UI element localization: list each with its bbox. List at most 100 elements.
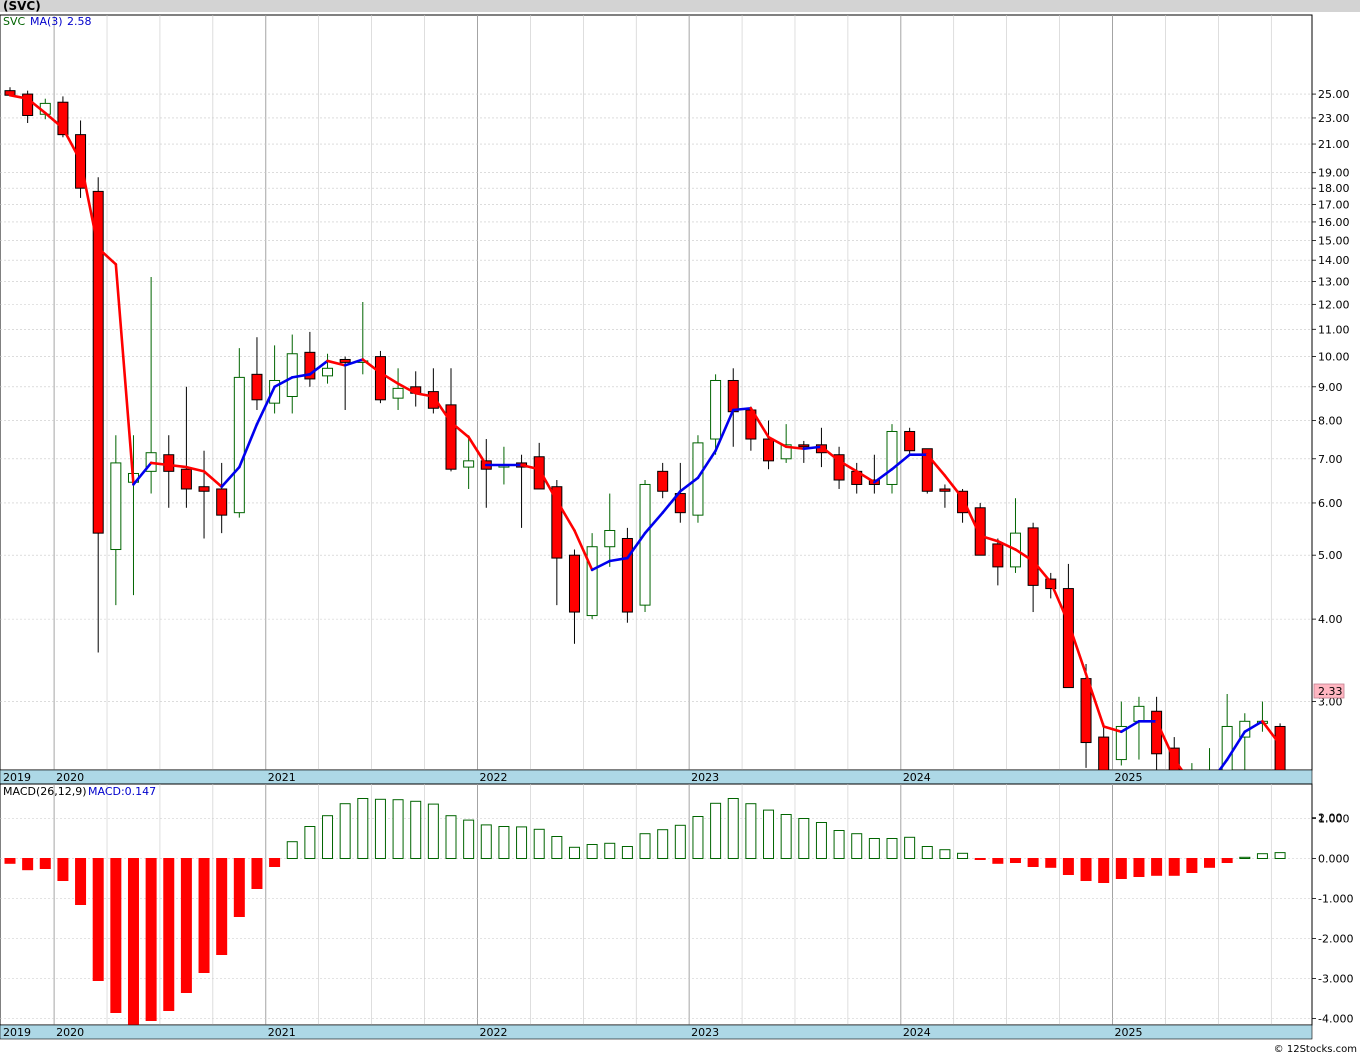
price-y-tick-label: 4.00 bbox=[1318, 613, 1343, 626]
ma3-segment bbox=[1120, 720, 1141, 734]
candle-body bbox=[727, 379, 739, 413]
candle-body bbox=[604, 529, 616, 548]
candle bbox=[463, 435, 475, 489]
candle-body bbox=[780, 444, 792, 460]
candle bbox=[586, 533, 598, 620]
macd-bar bbox=[851, 833, 863, 860]
macd-bar bbox=[551, 836, 563, 859]
ma3-segment bbox=[890, 453, 911, 471]
ma3-line bbox=[8, 93, 1282, 786]
candle-body bbox=[304, 351, 316, 380]
date-label: 2019 bbox=[3, 771, 31, 784]
macd-bar bbox=[710, 802, 722, 859]
macd-bar bbox=[498, 826, 510, 859]
ma3-segment bbox=[326, 359, 347, 367]
macd-bar bbox=[357, 798, 369, 859]
macd-bar bbox=[322, 815, 334, 860]
candle-body bbox=[992, 543, 1004, 568]
ma3-segment bbox=[643, 511, 664, 535]
macd-y-tick-label: 0.000 bbox=[1318, 853, 1350, 866]
macd-bar bbox=[304, 826, 316, 859]
ma-value: 2.58 bbox=[67, 15, 92, 28]
macd-bar bbox=[1239, 856, 1251, 859]
ma3-segment bbox=[396, 382, 418, 395]
macd-y-tick-label: -4.000 bbox=[1318, 1013, 1353, 1026]
ma3-segment bbox=[961, 496, 982, 538]
ma3-segment bbox=[43, 111, 65, 130]
date-label: 2023 bbox=[691, 1026, 719, 1039]
macd-bar bbox=[957, 852, 969, 859]
candle bbox=[763, 420, 775, 470]
candle-body bbox=[1133, 705, 1145, 722]
ma3-segment bbox=[361, 358, 382, 375]
macd-bar bbox=[1151, 858, 1163, 876]
macd-bar bbox=[4, 858, 16, 864]
macd-bar bbox=[586, 844, 598, 859]
ma3-segment bbox=[414, 391, 435, 398]
ma3-segment bbox=[537, 467, 559, 502]
macd-bar bbox=[1204, 858, 1216, 868]
candle bbox=[304, 331, 316, 387]
macd-bar bbox=[1045, 858, 1057, 868]
candle bbox=[992, 538, 1004, 586]
candle bbox=[798, 440, 810, 463]
macd-bar bbox=[621, 846, 633, 859]
candle bbox=[1115, 701, 1127, 766]
ma3-segment bbox=[1014, 548, 1035, 563]
date-label: 2022 bbox=[479, 1026, 507, 1039]
price-y-tick-label: 25.00 bbox=[1318, 88, 1350, 101]
candle-body bbox=[163, 454, 175, 472]
macd-bar bbox=[127, 858, 139, 1027]
ma3-segment bbox=[185, 465, 206, 473]
ma-label: MA(3) bbox=[30, 15, 63, 28]
macd-y-tick-label: -1.000 bbox=[1318, 893, 1353, 906]
macd-y-tick-label: -3.000 bbox=[1318, 973, 1353, 986]
candle-body bbox=[710, 379, 722, 440]
ma3-segment bbox=[626, 531, 647, 560]
macd-bar bbox=[745, 803, 757, 860]
ma3-segment bbox=[273, 376, 294, 389]
macd-bar bbox=[1027, 858, 1039, 867]
date-label: 2023 bbox=[691, 771, 719, 784]
macd-bar bbox=[392, 799, 404, 860]
macd-bar bbox=[657, 829, 669, 860]
ma3-segment bbox=[555, 499, 576, 532]
date-label: 2019 bbox=[3, 1026, 31, 1039]
candle bbox=[427, 368, 439, 414]
ma3-segment bbox=[308, 359, 329, 376]
ma3-segment bbox=[61, 126, 82, 163]
candle bbox=[163, 435, 175, 508]
candle bbox=[374, 350, 386, 404]
macd-bar bbox=[39, 858, 51, 869]
ma3-segment bbox=[149, 461, 171, 467]
macd-bar bbox=[833, 830, 845, 859]
candle-body bbox=[427, 391, 439, 409]
macd-bar bbox=[480, 824, 492, 860]
ma3-segment bbox=[1067, 621, 1088, 676]
candle-body bbox=[657, 470, 669, 492]
candle bbox=[322, 353, 334, 384]
last-price-tag-bg bbox=[1313, 683, 1345, 699]
candle bbox=[445, 368, 457, 472]
candle-body bbox=[286, 353, 298, 397]
price-y-tick-label: 5.00 bbox=[1318, 549, 1343, 562]
candle bbox=[710, 374, 722, 455]
price-y-tick-label: 9.00 bbox=[1318, 381, 1343, 394]
candle-body bbox=[815, 444, 827, 454]
macd-bar bbox=[815, 822, 827, 859]
macd-histogram bbox=[4, 798, 1286, 1027]
ma3-segment bbox=[1155, 720, 1176, 761]
ma3-segment bbox=[679, 476, 700, 493]
candle bbox=[233, 348, 245, 518]
candle-body bbox=[463, 460, 475, 468]
macd-value: MACD:0.147 bbox=[88, 785, 156, 798]
macd-bar bbox=[992, 858, 1004, 864]
ma3-segment bbox=[855, 470, 876, 484]
last-price-tag: 2.33 bbox=[1313, 683, 1345, 699]
candle bbox=[639, 480, 651, 613]
macd-bar bbox=[1062, 858, 1074, 875]
candle-body bbox=[904, 430, 916, 452]
price-y-tick-label: 6.00 bbox=[1318, 497, 1343, 510]
date-label: 2020 bbox=[56, 1026, 84, 1039]
